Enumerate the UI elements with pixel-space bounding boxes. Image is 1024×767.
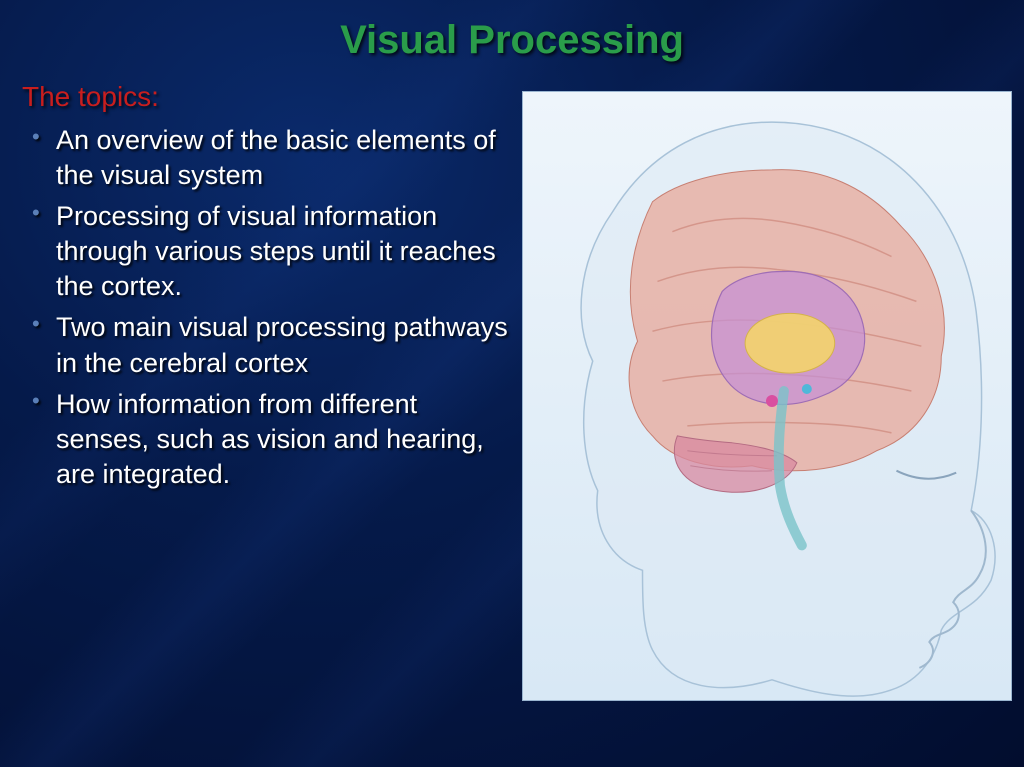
nucleus-dot xyxy=(766,395,778,407)
brain-svg xyxy=(523,92,1011,700)
brain-inner-structure xyxy=(745,313,835,373)
slide-title: Visual Processing xyxy=(20,18,1004,63)
list-item: Processing of visual information through… xyxy=(26,199,510,304)
brain-illustration xyxy=(522,91,1012,701)
list-item: An overview of the basic elements of the… xyxy=(26,123,510,193)
topics-list: An overview of the basic elements of the… xyxy=(20,123,510,492)
image-column xyxy=(522,81,1016,701)
slide-container: Visual Processing The topics: An overvie… xyxy=(0,0,1024,767)
text-column: The topics: An overview of the basic ele… xyxy=(20,81,510,498)
topics-heading: The topics: xyxy=(20,81,510,113)
content-row: The topics: An overview of the basic ele… xyxy=(20,81,1004,701)
list-item: How information from different senses, s… xyxy=(26,387,510,492)
list-item: Two main visual processing pathways in t… xyxy=(26,310,510,380)
nucleus-dot xyxy=(802,384,812,394)
